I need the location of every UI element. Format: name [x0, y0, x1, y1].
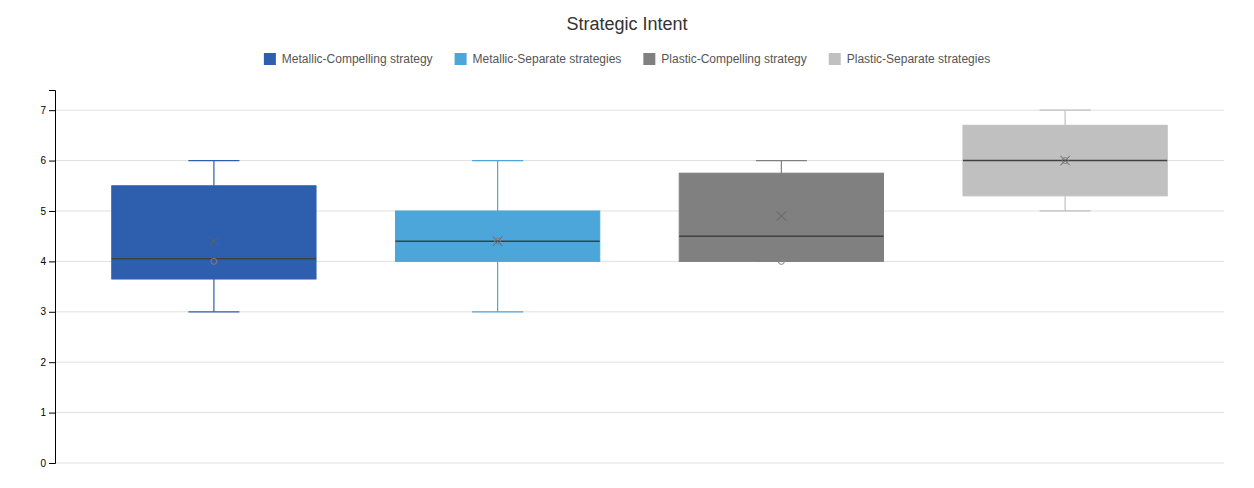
whisker-cap-low [188, 311, 239, 312]
box [679, 173, 883, 261]
y-tick: 6 [40, 155, 55, 166]
whisker-cap-high [188, 160, 239, 161]
whisker-cap-high [472, 160, 523, 161]
plot-area: 0 1 2 3 4 5 6 7 [40, 91, 1224, 469]
legend-swatch [829, 53, 841, 65]
whisker-high [213, 161, 214, 186]
grid-line [55, 362, 1224, 363]
y-tick-label: 2 [40, 357, 46, 368]
y-tick: 4 [40, 256, 55, 267]
whisker-high [781, 161, 782, 174]
y-tick: 7 [40, 105, 55, 116]
box-group [112, 161, 316, 312]
whisker-cap-high [756, 160, 807, 161]
y-tick-mark [49, 261, 55, 262]
y-tick-label: 1 [40, 407, 46, 418]
mean-circle [1062, 158, 1068, 164]
y-tick-mark [49, 211, 55, 212]
boxes [112, 110, 1168, 312]
legend-item: Plastic-Compelling strategy [643, 52, 806, 66]
mean-marker [493, 236, 502, 245]
mean-circle [495, 238, 501, 244]
y-tick-mark [49, 312, 55, 313]
mean-circle [211, 258, 217, 264]
mean-marker [209, 236, 218, 245]
median [679, 235, 883, 237]
title: Strategic Intent [566, 14, 687, 34]
mean-marker [1060, 156, 1069, 165]
whisker-high [497, 161, 498, 211]
whisker-low [497, 261, 498, 311]
grid-line [55, 311, 1224, 312]
y-tick-mark [49, 362, 55, 363]
legend-label: Metallic-Compelling strategy [282, 52, 433, 66]
y-tick: 1 [40, 407, 55, 418]
chart: Strategic Intent 0 1 2 3 4 5 6 7 Metallic-Compell… [0, 0, 1254, 488]
mean-marker [777, 211, 786, 220]
y-tick-mark [49, 161, 55, 162]
y-axis-line [49, 91, 56, 464]
box-group [679, 161, 883, 265]
y-tick-label: 0 [40, 458, 46, 469]
legend-swatch [643, 53, 655, 65]
y-tick-label: 3 [40, 306, 46, 317]
grid-line [55, 110, 1224, 111]
legend-item: Metallic-Separate strategies [455, 52, 622, 66]
legend-swatch [455, 53, 467, 65]
box [112, 186, 316, 279]
legend-item: Metallic-Compelling strategy [264, 52, 433, 66]
mean-circle [778, 258, 784, 264]
legend-label: Plastic-Separate strategies [847, 52, 990, 66]
whisker-high [1065, 110, 1066, 125]
y-tick-label: 5 [40, 206, 46, 217]
grid-line [55, 412, 1224, 413]
y-tick-label: 6 [40, 155, 46, 166]
legend-label: Plastic-Compelling strategy [661, 52, 806, 66]
grid [55, 110, 1224, 463]
y-tick: 2 [40, 357, 55, 368]
y-tick-mark [49, 110, 55, 111]
y-tick-label: 4 [40, 256, 46, 267]
y-tick-mark [49, 463, 55, 464]
y-tick-label: 7 [40, 105, 46, 116]
y-tick-mark [49, 413, 55, 414]
y-tick: 3 [40, 306, 55, 317]
whisker-cap-high [1040, 110, 1091, 111]
whisker-cap-low [472, 311, 523, 312]
whisker-low [1065, 196, 1066, 211]
grid-line [55, 463, 1224, 464]
whisker-cap-low [1040, 210, 1091, 211]
legend: Metallic-Compelling strategy Metallic-Sep… [264, 52, 990, 66]
box [963, 125, 1167, 196]
legend-label: Metallic-Separate strategies [473, 52, 622, 66]
y-tick: 0 [40, 458, 55, 469]
box [395, 211, 599, 261]
legend-item: Plastic-Separate strategies [829, 52, 990, 66]
box-group [963, 110, 1167, 211]
y-axis: 0 1 2 3 4 5 6 7 [40, 91, 55, 469]
box-group [395, 161, 599, 312]
y-tick: 5 [40, 206, 55, 217]
grid-line [55, 160, 1224, 161]
legend-swatch [264, 53, 276, 65]
whisker-low [213, 279, 214, 312]
